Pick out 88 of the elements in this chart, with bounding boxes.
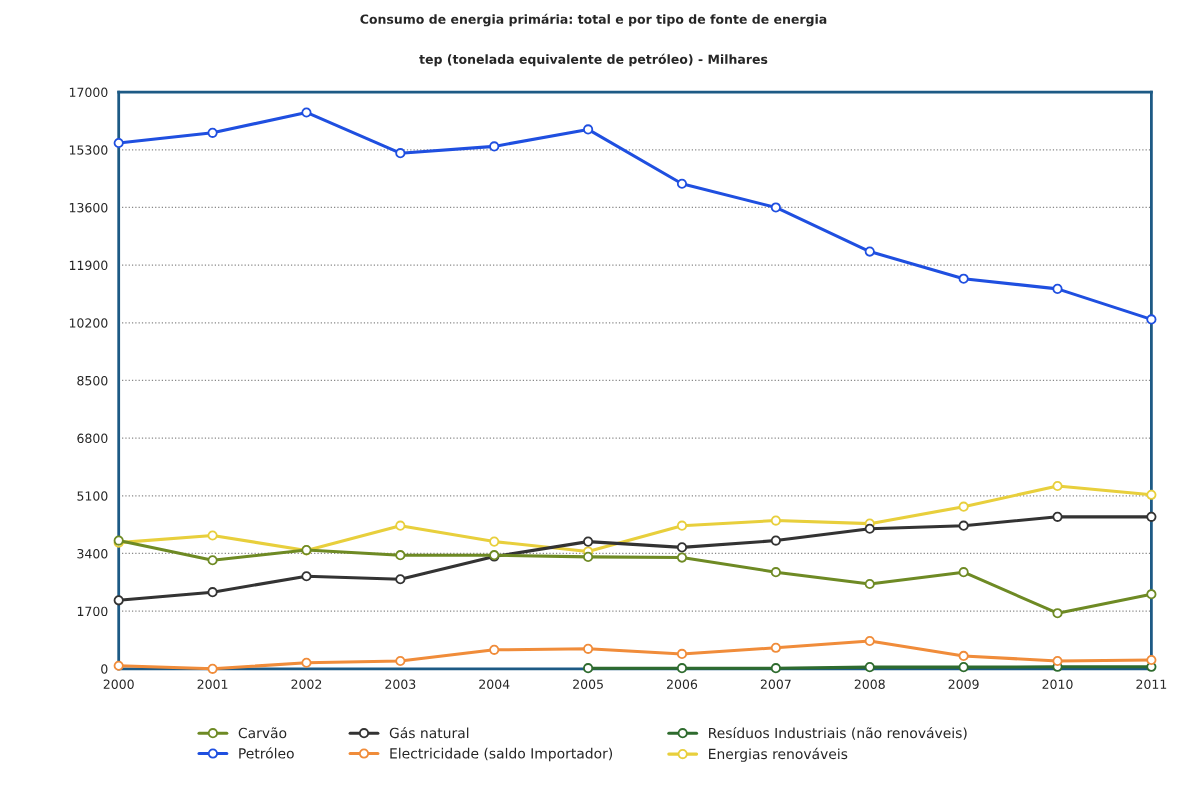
point xyxy=(770,515,781,526)
point xyxy=(395,574,406,585)
point xyxy=(113,595,124,606)
point xyxy=(958,501,969,512)
x-tick-label: 2007 xyxy=(760,679,791,689)
y-tick-label: 17000 xyxy=(69,87,108,98)
point xyxy=(489,141,500,152)
x-tick-label: 2004 xyxy=(479,679,510,689)
point xyxy=(958,273,969,284)
point xyxy=(583,663,594,674)
point xyxy=(1052,283,1063,294)
point xyxy=(770,567,781,578)
point xyxy=(676,663,688,674)
point xyxy=(395,655,406,667)
point xyxy=(958,662,969,673)
point xyxy=(1052,480,1063,492)
x-tick-label: 2002 xyxy=(291,679,322,689)
point xyxy=(583,551,594,562)
x-tick-label: 2009 xyxy=(948,679,979,689)
point xyxy=(958,650,969,662)
point xyxy=(207,587,218,598)
y-tick-label: 8500 xyxy=(77,375,108,386)
point xyxy=(395,520,406,531)
point xyxy=(1052,655,1063,667)
x-tick-label: 2001 xyxy=(197,679,228,689)
chart-title: Consumo de energia primária: total e por tipo de fonte de energia xyxy=(360,13,827,27)
x-tick-label: 2011 xyxy=(1136,679,1167,689)
point xyxy=(301,657,312,668)
y-tick-label: 6800 xyxy=(77,433,108,444)
legend-label: Petróleo xyxy=(239,747,294,759)
point xyxy=(864,578,875,590)
y-tick-label: 10200 xyxy=(69,318,108,328)
point xyxy=(113,660,124,671)
x-tick-label: 2010 xyxy=(1042,679,1073,689)
point xyxy=(676,178,688,189)
point xyxy=(1146,654,1157,666)
point xyxy=(1146,314,1157,325)
point xyxy=(489,644,500,655)
point xyxy=(676,520,688,531)
point xyxy=(1052,511,1063,522)
point xyxy=(676,542,688,553)
chart-subtitle: tep (tonelada equivalente de petróleo) - Milhares xyxy=(419,53,768,67)
point xyxy=(770,663,781,674)
y-tick-label: 11900 xyxy=(69,260,108,271)
point xyxy=(770,535,781,546)
point xyxy=(676,552,688,563)
point xyxy=(583,536,594,547)
x-tick-label: 2005 xyxy=(573,679,603,689)
legend-label: Energias renováveis xyxy=(709,747,848,762)
point xyxy=(207,555,218,566)
x-tick-label: 2006 xyxy=(667,679,698,689)
point xyxy=(864,246,875,257)
point xyxy=(207,127,218,138)
legend-label: Carvão xyxy=(238,727,287,739)
point xyxy=(207,663,218,674)
point xyxy=(489,536,500,547)
point xyxy=(1146,511,1157,522)
legend-label: Resíduos Industriais (não renováveis) xyxy=(709,726,967,740)
point xyxy=(1052,608,1063,619)
point xyxy=(301,107,312,118)
point xyxy=(395,148,406,159)
point xyxy=(395,550,406,561)
y-tick-label: 3400 xyxy=(77,548,108,559)
x-tick-label: 2008 xyxy=(854,679,885,689)
point xyxy=(864,523,875,534)
point xyxy=(958,567,969,578)
legend-label: Gás natural xyxy=(389,726,469,739)
y-tick-label: 1700 xyxy=(77,606,108,617)
point xyxy=(207,530,218,541)
point xyxy=(583,643,594,654)
point xyxy=(864,635,875,647)
point xyxy=(113,137,124,149)
point xyxy=(301,571,312,582)
point xyxy=(1146,589,1157,600)
legend-label: Electricidade (saldo Importador) xyxy=(390,747,613,762)
y-tick-label: 5100 xyxy=(77,491,108,501)
point xyxy=(583,124,594,135)
y-tick-label: 0 xyxy=(101,664,108,674)
y-tick-label: 15300 xyxy=(69,145,108,155)
point xyxy=(770,642,781,653)
y-tick-label: 13600 xyxy=(69,202,108,213)
point xyxy=(676,648,688,659)
point xyxy=(958,520,969,531)
x-tick-label: 2003 xyxy=(385,679,416,689)
point xyxy=(770,202,781,213)
point xyxy=(1146,489,1157,500)
x-tick-label: 2000 xyxy=(103,679,134,689)
point xyxy=(864,662,875,673)
